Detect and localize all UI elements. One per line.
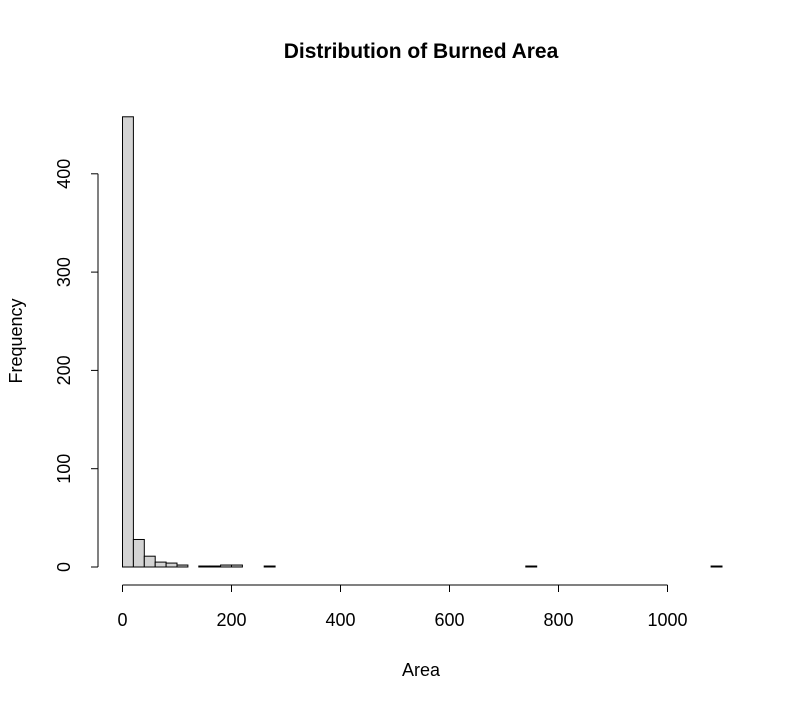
histogram-bar bbox=[525, 565, 538, 568]
y-tick-label: 0 bbox=[54, 562, 74, 572]
histogram-bar bbox=[220, 564, 233, 568]
histogram-bar bbox=[710, 565, 723, 568]
histogram-bar bbox=[263, 565, 276, 568]
y-tick-label: 300 bbox=[54, 257, 74, 287]
histogram-bar bbox=[198, 565, 211, 568]
histogram-bar bbox=[176, 564, 189, 568]
x-tick-label: 400 bbox=[325, 610, 355, 630]
histogram-bar bbox=[154, 561, 167, 568]
x-tick-label: 1000 bbox=[647, 610, 687, 630]
histogram-bar bbox=[165, 562, 178, 568]
histogram-bar bbox=[209, 565, 222, 568]
y-axis: 0 100 200 300 400 bbox=[54, 159, 99, 572]
x-tick-label: 200 bbox=[216, 610, 246, 630]
histogram-bar bbox=[122, 116, 134, 568]
y-axis-label: Frequency bbox=[6, 298, 26, 383]
histogram-bar bbox=[143, 555, 156, 568]
x-tick-label: 600 bbox=[434, 610, 464, 630]
y-tick-label: 400 bbox=[54, 159, 74, 189]
histogram-bar bbox=[132, 538, 145, 568]
x-axis-label: Area bbox=[402, 660, 441, 680]
y-tick-label: 200 bbox=[54, 355, 74, 385]
x-tick-label: 0 bbox=[117, 610, 127, 630]
y-tick-label: 100 bbox=[54, 454, 74, 484]
bars-group bbox=[122, 116, 723, 568]
histogram-bar bbox=[231, 564, 243, 568]
x-axis: 0 200 400 600 800 1000 bbox=[117, 584, 688, 630]
chart-title: Distribution of Burned Area bbox=[284, 40, 559, 63]
x-tick-label: 800 bbox=[543, 610, 573, 630]
